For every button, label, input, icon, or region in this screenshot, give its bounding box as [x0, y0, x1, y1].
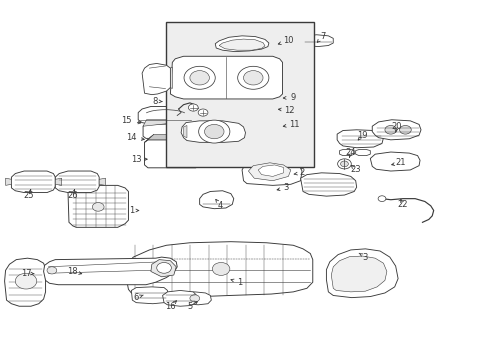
Text: 25: 25 [24, 190, 34, 199]
Polygon shape [183, 126, 186, 138]
Circle shape [243, 71, 263, 85]
Text: 4: 4 [217, 201, 223, 210]
Text: 16: 16 [165, 302, 175, 311]
Polygon shape [336, 130, 383, 148]
Polygon shape [68, 185, 128, 227]
Text: 2: 2 [299, 168, 304, 177]
Text: 3: 3 [362, 253, 367, 262]
Text: 21: 21 [394, 158, 405, 167]
Polygon shape [326, 249, 397, 298]
Polygon shape [142, 63, 170, 95]
Text: 23: 23 [349, 166, 360, 175]
Circle shape [188, 104, 198, 111]
Polygon shape [55, 171, 99, 193]
Polygon shape [43, 257, 177, 285]
Polygon shape [215, 36, 268, 51]
Polygon shape [143, 124, 183, 138]
Polygon shape [170, 56, 282, 99]
Polygon shape [144, 140, 200, 168]
Text: 26: 26 [67, 190, 78, 199]
Text: 18: 18 [67, 267, 78, 276]
Polygon shape [125, 242, 312, 298]
Polygon shape [151, 260, 176, 277]
Bar [165, 22, 314, 167]
Circle shape [384, 126, 396, 134]
Circle shape [198, 109, 207, 116]
Polygon shape [55, 178, 61, 185]
Polygon shape [199, 191, 233, 209]
Text: 14: 14 [126, 133, 136, 142]
Polygon shape [330, 256, 386, 292]
Text: 24: 24 [345, 148, 355, 157]
Polygon shape [183, 122, 186, 136]
Polygon shape [144, 134, 154, 142]
Text: 6: 6 [133, 293, 139, 302]
Text: 11: 11 [288, 120, 299, 129]
Text: 5: 5 [187, 302, 192, 311]
Circle shape [204, 125, 224, 139]
Circle shape [237, 66, 268, 89]
Polygon shape [248, 163, 290, 181]
Polygon shape [300, 173, 356, 196]
Polygon shape [369, 152, 419, 171]
Circle shape [157, 262, 171, 273]
Polygon shape [168, 67, 172, 89]
Text: 9: 9 [290, 93, 295, 102]
Text: 22: 22 [397, 200, 407, 209]
Polygon shape [162, 291, 196, 306]
Polygon shape [4, 258, 45, 306]
Text: 20: 20 [390, 122, 401, 131]
Circle shape [340, 161, 347, 167]
Polygon shape [11, 171, 55, 193]
Circle shape [47, 267, 57, 274]
Polygon shape [143, 120, 186, 126]
Circle shape [377, 196, 385, 202]
Circle shape [212, 262, 229, 275]
Polygon shape [304, 35, 332, 46]
Circle shape [92, 203, 104, 211]
Polygon shape [178, 292, 211, 305]
Polygon shape [219, 39, 264, 50]
Polygon shape [99, 178, 105, 185]
Text: 1: 1 [237, 278, 242, 287]
Circle shape [189, 71, 209, 85]
Polygon shape [195, 159, 206, 165]
Polygon shape [181, 121, 245, 142]
Polygon shape [355, 149, 369, 156]
Polygon shape [258, 165, 283, 176]
Polygon shape [131, 287, 167, 304]
Circle shape [15, 273, 37, 289]
Text: 7: 7 [319, 32, 325, 41]
Polygon shape [371, 120, 420, 140]
Circle shape [337, 159, 350, 169]
Text: 3: 3 [283, 183, 288, 192]
Text: 12: 12 [284, 105, 294, 114]
Text: 1: 1 [128, 206, 134, 215]
Polygon shape [5, 178, 11, 185]
Text: 19: 19 [357, 131, 367, 140]
Circle shape [183, 66, 215, 89]
Circle shape [399, 126, 410, 134]
Polygon shape [148, 134, 201, 140]
Text: 17: 17 [20, 269, 31, 278]
Circle shape [189, 295, 199, 302]
Text: 13: 13 [131, 155, 141, 164]
Polygon shape [339, 149, 353, 156]
Text: 15: 15 [121, 116, 131, 125]
Text: 8: 8 [152, 96, 157, 105]
Polygon shape [200, 137, 206, 165]
Text: 10: 10 [283, 36, 293, 45]
Circle shape [198, 120, 229, 143]
Polygon shape [138, 107, 193, 125]
Polygon shape [242, 159, 302, 185]
